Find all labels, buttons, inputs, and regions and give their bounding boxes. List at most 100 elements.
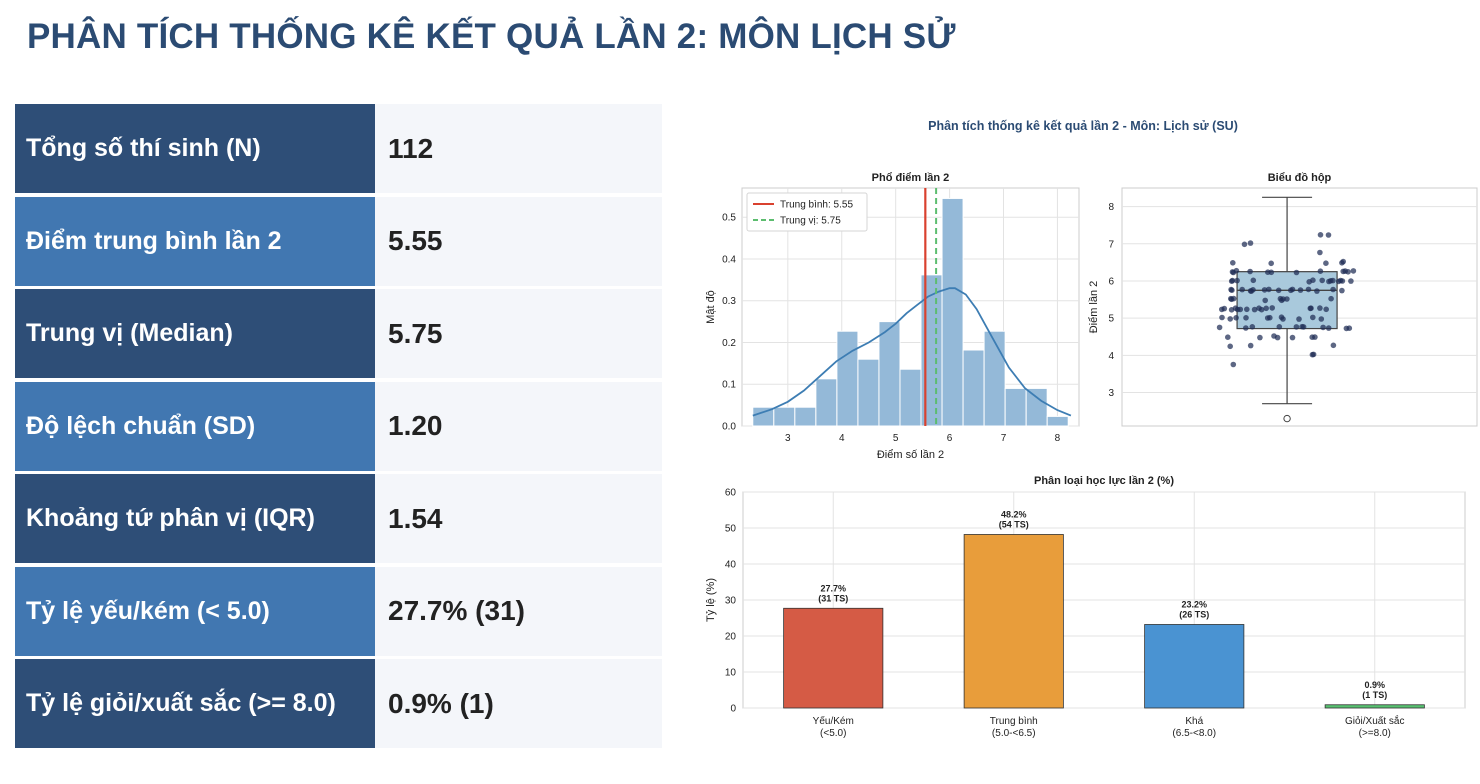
stat-value: 1.54 — [375, 474, 662, 563]
boxplot-point — [1234, 277, 1240, 284]
boxplot-point — [1320, 324, 1326, 331]
boxplot-point — [1263, 305, 1269, 312]
stat-row-iqr: Khoảng tứ phân vị (IQR) 1.54 — [15, 474, 662, 563]
stat-label: Tỷ lệ giỏi/xuất sắc (>= 8.0) — [15, 659, 375, 748]
histogram-ytick-label: 0.4 — [722, 254, 736, 265]
stat-value: 27.7% (31) — [375, 566, 662, 656]
histogram-bar — [962, 349, 985, 427]
boxplot-point — [1328, 295, 1334, 302]
classification-bar — [963, 534, 1064, 709]
histogram-legend-box — [746, 192, 868, 232]
boxplot-point — [1247, 268, 1253, 275]
histogram-bar — [983, 330, 1006, 427]
histogram-bar — [941, 197, 964, 427]
boxplot-point — [1230, 269, 1237, 276]
classification-bar-label-count: (26 TS) — [1179, 609, 1209, 619]
boxplot-point — [1243, 315, 1249, 321]
boxplot-point — [1251, 306, 1258, 313]
boxplot-point — [1340, 258, 1346, 265]
stat-label: Tổng số thí sinh (N) — [15, 104, 375, 193]
boxplot-point — [1227, 316, 1233, 322]
boxplot-point — [1247, 342, 1254, 349]
classification-bar — [1324, 704, 1425, 709]
boxplot-point — [1330, 342, 1337, 349]
classification-ytick-label: 30 — [725, 596, 737, 607]
boxplot-ylabel: Điểm lần 2 — [1088, 281, 1100, 334]
boxplot-point — [1330, 286, 1336, 293]
histogram-bar — [1025, 387, 1048, 427]
boxplot-point — [1274, 334, 1281, 341]
boxplot-point — [1345, 269, 1351, 275]
boxplot-point — [1312, 334, 1318, 340]
boxplot-point — [1219, 306, 1225, 313]
boxplot-point — [1230, 260, 1236, 266]
stat-row-median: Trung vị (Median) 5.75 — [15, 289, 662, 378]
boxplot-point — [1346, 325, 1353, 331]
boxplot-point — [1314, 288, 1320, 294]
classification-bar-label-pct: 48.2% — [1001, 509, 1027, 519]
classification-bar-label-pct: 0.9% — [1364, 680, 1385, 690]
boxplot-point — [1257, 334, 1263, 341]
stat-value: 112 — [375, 104, 662, 193]
histogram-bar — [920, 274, 943, 427]
boxplot-point — [1325, 232, 1332, 238]
classification-title: Phân loại học lực lần 2 (%) — [1034, 475, 1174, 487]
boxplot-point — [1310, 277, 1316, 283]
boxplot-point — [1318, 316, 1325, 322]
classification-bar-label-pct: 23.2% — [1181, 599, 1207, 609]
classification-bar — [1144, 624, 1245, 709]
boxplot-point — [1261, 287, 1268, 293]
histogram-xtick-label: 4 — [839, 433, 845, 444]
boxplot-point — [1216, 324, 1223, 331]
boxplot-point — [1293, 324, 1300, 330]
histogram-ytick-label: 0.2 — [722, 338, 736, 349]
boxplot-point — [1228, 278, 1235, 284]
classification-xtick-label: Yếu/Kém — [813, 715, 854, 727]
boxplot-point — [1339, 287, 1345, 294]
stat-label: Điểm trung bình lần 2 — [15, 196, 375, 286]
boxplot-point — [1278, 297, 1285, 304]
boxplot-point — [1268, 260, 1274, 267]
classification-xtick-sublabel: (6.5-<8.0) — [1172, 728, 1216, 739]
boxplot-point — [1310, 314, 1316, 321]
boxplot-ytick-label: 8 — [1108, 202, 1114, 213]
boxplot-point — [1243, 325, 1249, 331]
boxplot-point — [1249, 324, 1256, 330]
histogram-xtick-label: 3 — [785, 433, 791, 444]
boxplot-point — [1339, 278, 1346, 284]
stat-row-weak-rate: Tỷ lệ yếu/kém (< 5.0) 27.7% (31) — [15, 566, 662, 656]
boxplot-point — [1350, 268, 1357, 274]
boxplot-point — [1296, 316, 1302, 322]
boxplot-point — [1323, 260, 1329, 266]
boxplot-ytick-label: 7 — [1108, 239, 1114, 250]
histogram-bar — [878, 321, 901, 427]
histogram-xtick-label: 6 — [947, 433, 953, 444]
boxplot-point — [1323, 306, 1329, 313]
stats-table: Tổng số thí sinh (N) 112 Điểm trung bình… — [15, 104, 662, 752]
boxplot-point — [1232, 305, 1239, 311]
classification-ytick-label: 10 — [725, 668, 737, 679]
histogram-bar — [794, 406, 817, 427]
boxplot-point — [1308, 305, 1314, 311]
boxplot-point — [1267, 314, 1273, 321]
boxplot-point — [1244, 306, 1250, 313]
histogram-ylabel: Mật độ — [705, 290, 717, 324]
boxplot-ytick-label: 6 — [1108, 276, 1114, 287]
boxplot-point — [1229, 287, 1235, 293]
stat-value: 5.55 — [375, 196, 662, 286]
boxplot-point — [1269, 305, 1275, 311]
chart-suptitle: Phân tích thống kê kết quả lần 2 - Môn: … — [928, 119, 1238, 133]
histogram-ytick-label: 0.3 — [722, 296, 736, 307]
boxplot-point — [1248, 288, 1255, 294]
histogram-legend-mean-label: Trung bình: 5.55 — [780, 200, 853, 211]
classification-xtick-sublabel: (5.0-<6.5) — [992, 728, 1036, 739]
boxplot-point — [1317, 268, 1324, 274]
stat-value: 0.9% (1) — [375, 659, 662, 748]
stat-value: 1.20 — [375, 381, 662, 471]
boxplot-point — [1266, 286, 1272, 293]
histogram-title: Phổ điểm lần 2 — [872, 172, 950, 184]
classification-bar-label-pct: 27.7% — [820, 583, 846, 593]
histogram-bar — [899, 368, 922, 427]
histogram-legend-median-label: Trung vị: 5.75 — [780, 216, 841, 227]
classification-ytick-label: 50 — [725, 524, 737, 535]
